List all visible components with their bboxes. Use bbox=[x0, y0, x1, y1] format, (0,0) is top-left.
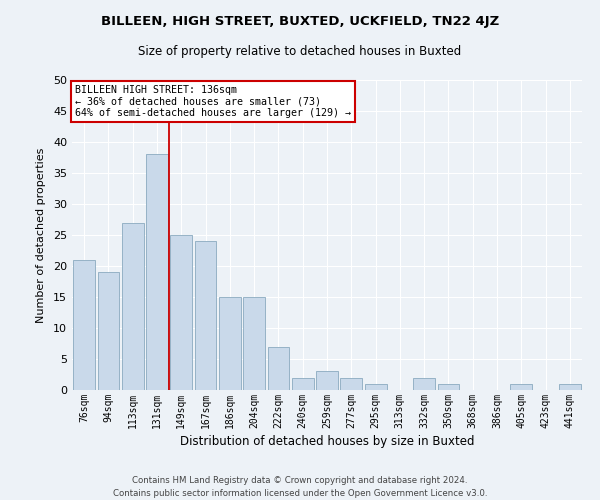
Text: Size of property relative to detached houses in Buxted: Size of property relative to detached ho… bbox=[139, 45, 461, 58]
Bar bbox=[365, 384, 386, 390]
Bar bbox=[97, 272, 119, 390]
Y-axis label: Number of detached properties: Number of detached properties bbox=[36, 148, 46, 322]
Bar bbox=[243, 297, 265, 390]
Bar bbox=[73, 260, 95, 390]
X-axis label: Distribution of detached houses by size in Buxted: Distribution of detached houses by size … bbox=[180, 435, 474, 448]
Bar bbox=[413, 378, 435, 390]
Bar bbox=[292, 378, 314, 390]
Bar bbox=[340, 378, 362, 390]
Bar bbox=[146, 154, 168, 390]
Text: Contains HM Land Registry data © Crown copyright and database right 2024.
Contai: Contains HM Land Registry data © Crown c… bbox=[113, 476, 487, 498]
Bar bbox=[219, 297, 241, 390]
Text: BILLEEN HIGH STREET: 136sqm
← 36% of detached houses are smaller (73)
64% of sem: BILLEEN HIGH STREET: 136sqm ← 36% of det… bbox=[74, 84, 350, 118]
Bar bbox=[194, 241, 217, 390]
Bar bbox=[437, 384, 460, 390]
Bar bbox=[511, 384, 532, 390]
Bar bbox=[268, 346, 289, 390]
Text: BILLEEN, HIGH STREET, BUXTED, UCKFIELD, TN22 4JZ: BILLEEN, HIGH STREET, BUXTED, UCKFIELD, … bbox=[101, 15, 499, 28]
Bar bbox=[170, 235, 192, 390]
Bar bbox=[559, 384, 581, 390]
Bar bbox=[122, 222, 143, 390]
Bar bbox=[316, 372, 338, 390]
